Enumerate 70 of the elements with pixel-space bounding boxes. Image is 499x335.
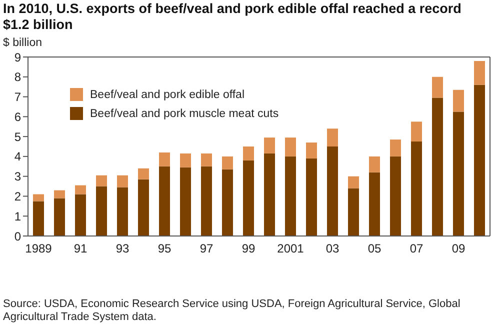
bar [432,76,443,98]
y-tick-label: 6 [14,110,22,124]
y-tick-label: 5 [14,130,22,144]
bar [54,198,65,236]
source-note: Source: USDA, Economic Research Service using USDA, Foreign Agricultural Service, Global Agricultural Trade System data. [3,298,462,324]
x-tick-label: 03 [326,242,340,256]
y-tick-label: 1 [14,209,22,224]
legend-label: Beef/veal and pork edible offal [90,88,245,100]
x-tick-label: 1989 [25,242,52,256]
bar [138,179,149,236]
bar [222,156,233,170]
x-tick-label: 95 [158,242,172,256]
bar [75,185,86,194]
bar [33,194,44,202]
x-tick-label: 97 [200,242,214,256]
bar [432,98,443,236]
bar [159,152,170,166]
x-tick-label: 93 [116,242,130,256]
y-tick-label: 7 [14,90,22,104]
bar [180,167,191,236]
bar [369,156,380,172]
bar [327,128,338,146]
bar [159,166,170,236]
bar [33,201,44,236]
bar [243,146,254,160]
legend-label: Beef/veal and pork muscle meat cuts [90,108,279,120]
x-tick-label: 05 [368,242,382,256]
bar [96,186,107,236]
bar [75,194,86,236]
bar [264,138,275,154]
x-tick-label: 2001 [277,242,304,256]
x-tick-label: 99 [242,242,256,256]
bar [117,187,128,236]
y-axis-title: $ billion [3,37,42,49]
bar [474,84,485,236]
bar [54,190,65,198]
chart-title: In 2010, U.S. exports of beef/veal and pork edible offal reached a record $1.2 billion [3,1,462,33]
bar [264,153,275,236]
bar [138,168,149,180]
bar [453,112,464,236]
x-tick-label: 09 [452,242,466,256]
bar [390,140,401,156]
bar [411,122,422,142]
bar [348,188,359,236]
y-tick-label: 4 [14,150,22,164]
x-tick-label: 91 [74,242,88,256]
bar [180,153,191,168]
bar [348,176,359,188]
bar [243,160,254,236]
bar [474,60,485,85]
x-tick-label: 07 [410,242,424,256]
bar [306,158,317,236]
bar [201,153,212,166]
bar [306,142,317,158]
bar [453,90,464,112]
y-tick-label: 8 [14,70,22,84]
bar [117,175,128,188]
y-tick-label: 3 [14,170,22,184]
y-tick-label: 9 [14,50,22,64]
bar [96,175,107,186]
bar [327,146,338,236]
bar [222,169,233,236]
y-tick-label: 2 [14,189,22,204]
bar [285,138,296,156]
bar [285,156,296,236]
bar [201,166,212,236]
bar [369,172,380,236]
y-tick-label: 0 [14,229,22,244]
bar [411,142,422,236]
bar [390,156,401,236]
